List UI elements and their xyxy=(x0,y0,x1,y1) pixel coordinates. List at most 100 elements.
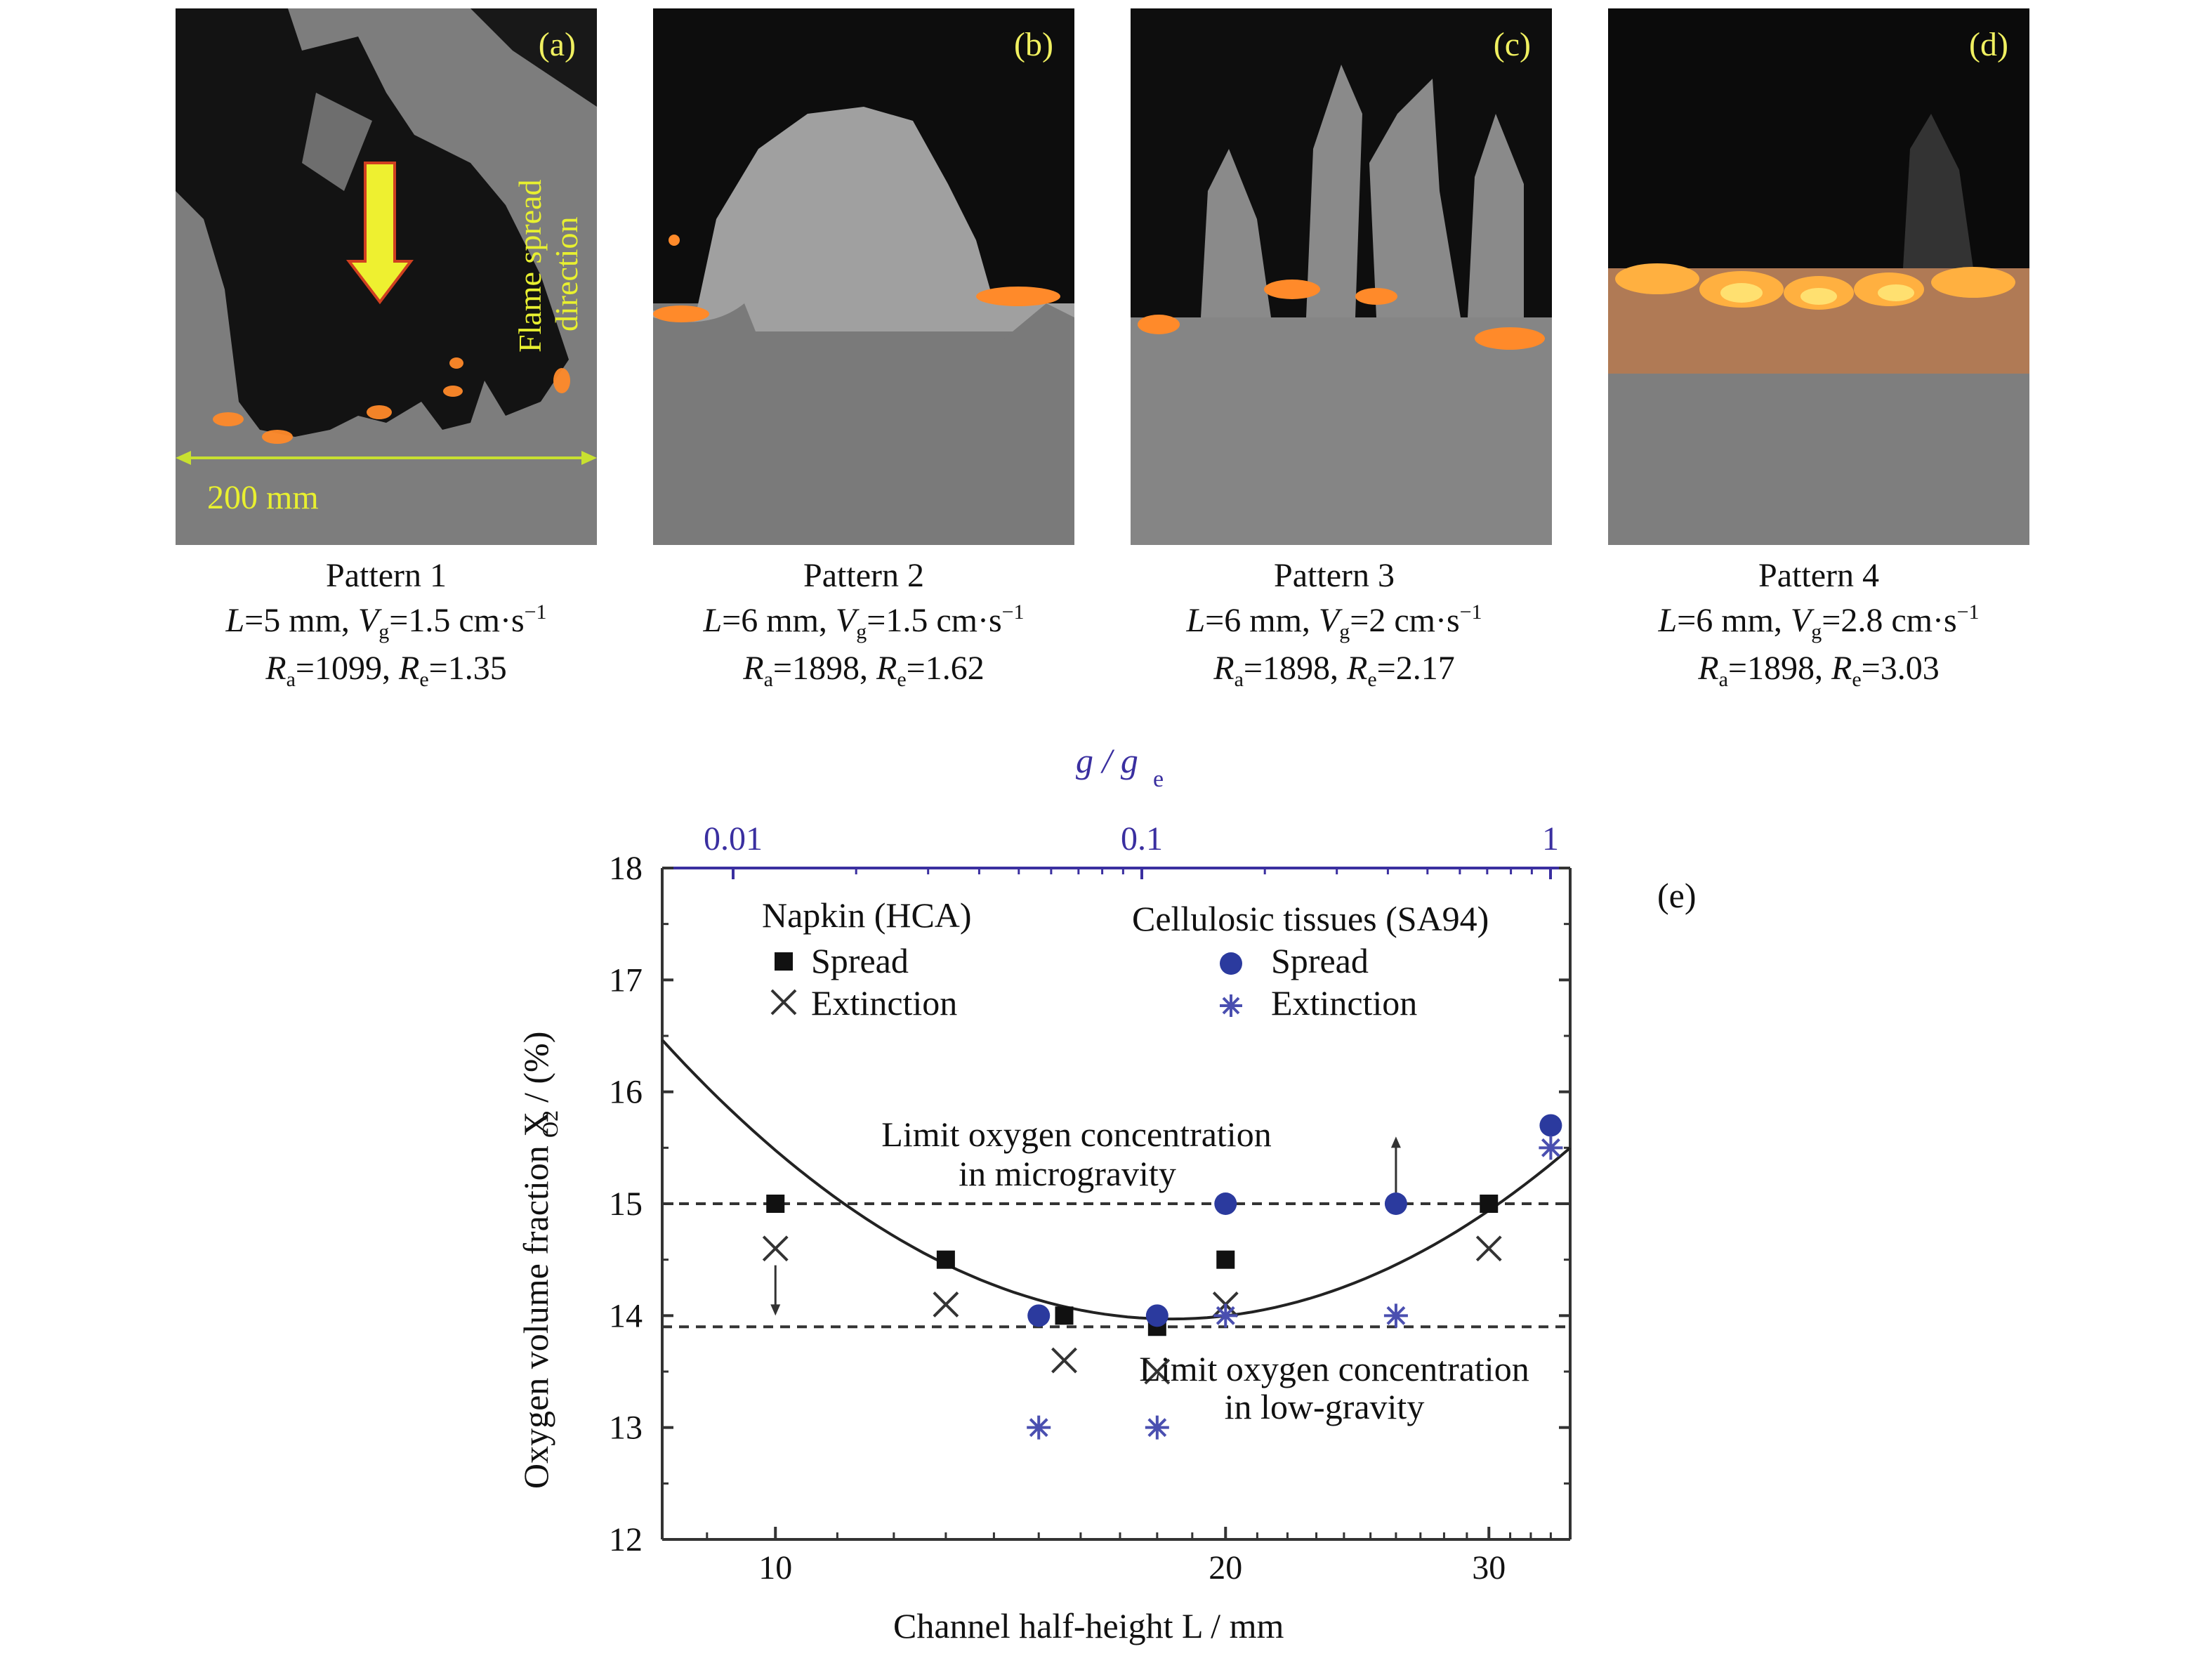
Vg-value: 2.8 cm·s xyxy=(1841,602,1957,639)
legend-x-marker xyxy=(770,989,797,1016)
extinction-asterisk-point xyxy=(1145,1415,1169,1440)
y-tick-label: 15 xyxy=(609,1185,643,1223)
spread-square-point xyxy=(1216,1250,1235,1269)
spread-square-point xyxy=(1480,1195,1499,1213)
spread-square-point xyxy=(1055,1306,1074,1325)
caption-a: Pattern 1 L=5 mm, Vg=1.5 cm·s−1 Ra=1099,… xyxy=(147,555,625,692)
low-limit-label-1: Limit oxygen concentration xyxy=(1139,1349,1529,1388)
caption-params-line1: L=5 mm, Vg=1.5 cm·s−1 xyxy=(225,600,547,643)
caption-b: Pattern 2 L=6 mm, Vg=1.5 cm·s−1 Ra=1898,… xyxy=(625,555,1102,692)
extinction-x-point xyxy=(933,1291,959,1317)
flame-photo-d xyxy=(1608,8,2029,545)
photo-panel-d: (d) xyxy=(1608,8,2029,545)
photo-panel-a: 200 mm Flame spread direction (a) xyxy=(176,8,597,545)
panel-label-a: (a) xyxy=(538,26,576,63)
legend-group2-extinction: Extinction xyxy=(1271,983,1417,1023)
caption-params-line1: L=6 mm, Vg=1.5 cm·s−1 xyxy=(703,600,1025,643)
caption-params-line2: Ra=1898, Re=2.17 xyxy=(1213,650,1455,691)
spread-square-point xyxy=(936,1250,955,1269)
caption-params-line1: L=6 mm, Vg=2 cm·s−1 xyxy=(1186,600,1482,643)
y-tick-label: 18 xyxy=(609,850,643,887)
extinction-asterisk-point xyxy=(1027,1415,1051,1440)
spread-circle-point xyxy=(1539,1114,1562,1137)
Re-value: 2.17 xyxy=(1395,650,1455,687)
photo-panel-b: (b) xyxy=(653,8,1074,545)
pattern-title: Pattern 4 xyxy=(1758,557,1879,594)
Re-value: 3.03 xyxy=(1880,650,1940,687)
caption-params-line2: Ra=1099, Re=1.35 xyxy=(265,650,507,691)
legend-group2-title: Cellulosic tissues (SA94) xyxy=(1132,899,1489,938)
spread-circle-point xyxy=(1145,1304,1168,1327)
panel-label-b: (b) xyxy=(1014,26,1053,63)
spread-square-point xyxy=(766,1195,785,1213)
panel-label-d: (d) xyxy=(1969,26,2008,63)
y-tick-label: 13 xyxy=(609,1409,643,1447)
L-value: 6 mm xyxy=(1224,602,1302,639)
flame-direction-label-2: direction xyxy=(548,217,584,332)
Ra-value: 1898 xyxy=(792,650,860,687)
extinction-asterisk-point xyxy=(1213,1303,1238,1328)
top-tick-label: 0.01 xyxy=(704,820,763,857)
caption-params-line1: L=6 mm, Vg=2.8 cm·s−1 xyxy=(1658,600,1980,643)
dashed-line-labels: Limit oxygen concentration in microgravi… xyxy=(881,1115,1529,1426)
y-axis-title-group: Oxygen volume fraction X O2 / (%) xyxy=(516,1032,562,1489)
Ra-value: 1099 xyxy=(315,650,382,687)
photo-panel-c: (c) xyxy=(1131,8,1552,545)
fit-curve xyxy=(661,1039,1572,1321)
legend-square-marker xyxy=(775,952,793,971)
extinction-x-point xyxy=(1144,1358,1171,1385)
chart-panel-label: (e) xyxy=(1657,876,1697,915)
y-tick-label: 16 xyxy=(609,1074,643,1111)
spread-circle-point xyxy=(1027,1304,1051,1327)
legend-group1-spread: Spread xyxy=(811,941,909,980)
legend-group1-title: Napkin (HCA) xyxy=(762,895,972,935)
plot-area: 12 13 14 15 16 17 18 10 20 30 0.01 0.1 1 xyxy=(609,820,1572,1586)
micro-limit-label-1: Limit oxygen concentration xyxy=(881,1115,1271,1154)
legend-asterisk-marker xyxy=(1220,994,1242,1017)
Re-value: 1.35 xyxy=(447,650,507,687)
y-axis-title-sub: O2 xyxy=(537,1110,562,1138)
caption-params-line2: Ra=1898, Re=1.62 xyxy=(743,650,985,691)
y-axis-title-unit: / (%) xyxy=(516,1032,555,1103)
legend-circle-marker xyxy=(1220,952,1242,975)
pattern-title: Pattern 1 xyxy=(326,557,447,594)
panel-label-c: (c) xyxy=(1493,26,1531,63)
legend-group1-extinction: Extinction xyxy=(811,983,957,1023)
annotation-arrowhead xyxy=(770,1304,781,1316)
L-value: 6 mm xyxy=(741,602,819,639)
top-axis-title: g / g xyxy=(1076,741,1138,780)
scale-label: 200 mm xyxy=(207,479,319,516)
extinction-x-point xyxy=(1475,1235,1502,1262)
Vg-value: 1.5 cm·s xyxy=(408,602,525,639)
pattern-title: Pattern 3 xyxy=(1274,557,1395,594)
x-tick-label: 10 xyxy=(758,1549,792,1586)
flame-photo-a: 200 mm Flame spread direction xyxy=(176,8,597,545)
flame-photo-c xyxy=(1131,8,1552,545)
legend: Napkin (HCA) Spread Extinction Cellulosi… xyxy=(762,895,1489,1023)
x-tick-label: 30 xyxy=(1472,1549,1506,1586)
y-axis-title: Oxygen volume fraction X xyxy=(516,1112,555,1489)
x-tick-label: 20 xyxy=(1209,1549,1242,1586)
top-tick-label: 1 xyxy=(1542,820,1559,857)
top-axis-title-sub: e xyxy=(1153,766,1164,792)
extinction-asterisk-point xyxy=(1383,1303,1408,1328)
L-value: 6 mm xyxy=(1696,602,1774,639)
extinction-asterisk-point xyxy=(1539,1136,1563,1160)
Vg-value: 2 cm·s xyxy=(1369,602,1460,639)
y-tick-label: 14 xyxy=(609,1297,643,1334)
Re-value: 1.62 xyxy=(925,650,985,687)
y-tick-label: 12 xyxy=(609,1521,643,1558)
extinction-x-point xyxy=(762,1235,789,1262)
spread-circle-point xyxy=(1384,1192,1407,1215)
flame-direction-label-1: Flame spread xyxy=(512,179,548,353)
Ra-value: 1898 xyxy=(1747,650,1815,687)
Vg-value: 1.5 cm·s xyxy=(886,602,1002,639)
Ra-value: 1898 xyxy=(1263,650,1330,687)
caption-params-line2: Ra=1898, Re=3.03 xyxy=(1698,650,1940,691)
x-axis-title: Channel half-height L / mm xyxy=(893,1606,1284,1645)
micro-limit-label-2: in microgravity xyxy=(959,1154,1176,1193)
top-tick-label: 0.1 xyxy=(1121,820,1163,857)
L-value: 5 mm xyxy=(263,602,341,639)
caption-d: Pattern 4 L=6 mm, Vg=2.8 cm·s−1 Ra=1898,… xyxy=(1580,555,2058,692)
